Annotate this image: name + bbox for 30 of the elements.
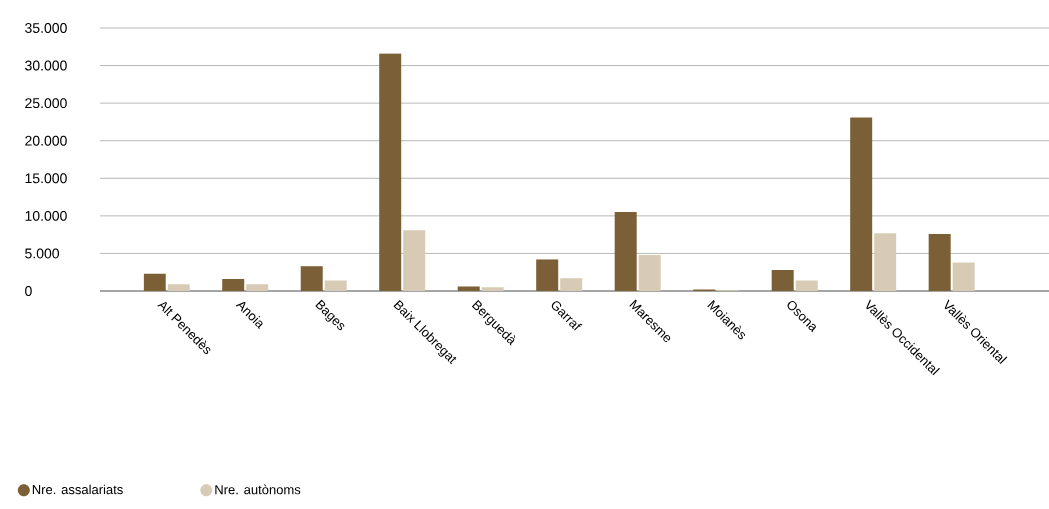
bar [795,280,818,291]
bar [403,230,426,291]
y-tick-label: 35.000 [25,23,67,33]
y-tick-label: 25.000 [25,98,67,109]
legend-label: Nre. assalariats [32,484,123,495]
bar [952,262,975,291]
bar [928,233,951,291]
bar [324,280,347,291]
legend-label: Nre. autònoms [215,484,301,495]
bar [536,259,559,291]
bar [638,254,661,291]
bar [246,284,269,291]
bar [300,266,323,291]
bar [379,53,402,291]
y-tick-label: 5.000 [25,248,60,259]
y-tick-label: 0 [25,286,32,296]
bar [222,278,245,291]
bar [614,212,637,291]
bar [167,284,190,291]
y-tick-label: 20.000 [25,135,67,146]
bar [457,286,480,291]
bar [850,117,873,291]
y-tick-label: 15.000 [25,173,67,184]
bar [560,278,583,291]
y-tick-label: 30.000 [25,60,67,71]
y-tick-label: 10.000 [25,210,67,221]
bar [874,233,897,291]
bar [143,273,166,291]
bar [771,269,794,291]
bar [481,287,504,291]
